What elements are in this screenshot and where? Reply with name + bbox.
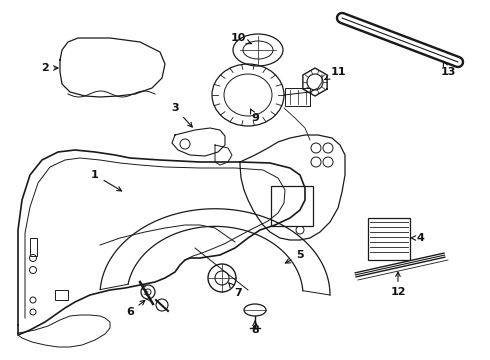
Text: 8: 8	[251, 321, 259, 335]
Text: 3: 3	[171, 103, 192, 127]
Text: 6: 6	[126, 301, 145, 317]
Bar	[368, 218, 410, 260]
Bar	[30, 238, 37, 256]
Text: 7: 7	[229, 283, 242, 298]
Text: 13: 13	[441, 62, 456, 77]
Text: 1: 1	[91, 170, 122, 191]
Text: 10: 10	[230, 33, 251, 44]
Text: 5: 5	[286, 250, 304, 263]
Bar	[55, 290, 68, 300]
Text: 12: 12	[390, 272, 406, 297]
Text: 2: 2	[41, 63, 58, 73]
Text: 4: 4	[411, 233, 424, 243]
Text: 11: 11	[325, 67, 346, 80]
Bar	[271, 186, 313, 226]
Text: 9: 9	[250, 109, 259, 123]
Bar	[285, 88, 310, 106]
